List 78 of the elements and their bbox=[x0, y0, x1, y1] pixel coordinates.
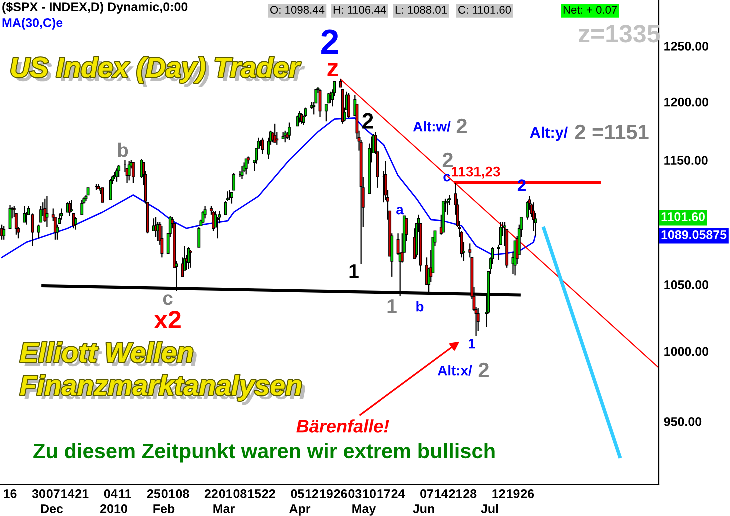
annotation: z bbox=[328, 63, 338, 76]
x-tick-label: 17 bbox=[378, 490, 390, 498]
x-tick-label: 05 bbox=[291, 489, 304, 498]
x-tick-label: 26 bbox=[334, 489, 348, 498]
annotation: c bbox=[163, 294, 173, 306]
x-tick-label: 01 bbox=[162, 489, 175, 498]
y-tick-label: 1150.00 bbox=[664, 156, 708, 165]
x-tick-label: 04 bbox=[104, 489, 118, 498]
y-tick-label: 1050.00 bbox=[664, 280, 709, 290]
annotation: L: 1088.01 bbox=[396, 6, 447, 14]
annotation: Alt:x/ bbox=[438, 366, 472, 376]
annotation: x2 bbox=[154, 311, 181, 328]
x-tick-label: 12 bbox=[492, 489, 506, 498]
text: 1101.60 bbox=[662, 212, 705, 222]
annotation: Finanzmarktanalysen bbox=[20, 375, 306, 406]
x-tick-label: 16 bbox=[4, 489, 17, 498]
x-tick-label: 28 bbox=[464, 489, 477, 498]
annotation: Zu diesem Zeitpunkt waren wir extrem bullisch bbox=[34, 443, 495, 463]
annotation: a bbox=[396, 207, 404, 215]
x-tick-label: 10 bbox=[363, 489, 376, 498]
x-tick-label: 08 bbox=[234, 489, 247, 498]
annotation: Elliott Wellen bbox=[20, 342, 197, 367]
annotation: 2 bbox=[322, 30, 338, 54]
annotation: 2 bbox=[442, 152, 453, 168]
x-tick-label: 03 bbox=[348, 489, 362, 498]
annotation: 2 bbox=[478, 362, 489, 378]
annotation: b bbox=[118, 142, 128, 158]
x-tick-label: 22 bbox=[204, 489, 218, 498]
annotation: C: 1101.60 bbox=[458, 6, 512, 14]
annotation: 1 bbox=[350, 264, 359, 278]
text: Mar bbox=[214, 504, 235, 514]
x-tick-label: 15 bbox=[248, 490, 262, 498]
annotation: Bärenfalle! bbox=[296, 420, 390, 433]
annotation: c bbox=[444, 174, 450, 182]
y-tick-label: 1000.00 bbox=[664, 347, 709, 356]
x-tick-label: 30 bbox=[32, 489, 46, 498]
text: Dec bbox=[41, 504, 64, 514]
x-tick-label: 11 bbox=[119, 490, 132, 498]
x-tick-label: 21 bbox=[76, 489, 89, 498]
text: Jun bbox=[413, 504, 434, 514]
text: Feb bbox=[154, 504, 175, 514]
text: MA(30,C)e bbox=[2, 18, 63, 30]
chart-title: ($SPX - INDEX,D) Dynamic,0:00 bbox=[2, 2, 188, 14]
x-tick-label: 21 bbox=[449, 489, 462, 498]
y-tick-label: 1250.00 bbox=[664, 42, 709, 51]
y-tick-label: 950.00 bbox=[664, 417, 702, 426]
annotation: 1 bbox=[469, 339, 476, 349]
y-tick-label: 1200.00 bbox=[664, 98, 709, 107]
annotation: Net: + 0.07 bbox=[564, 6, 618, 14]
x-tick-label: 07 bbox=[420, 489, 434, 498]
annotation: b bbox=[416, 302, 424, 312]
x-tick-label: 08 bbox=[176, 489, 190, 498]
x-tick-label: 19 bbox=[320, 489, 333, 498]
annotation: 2 bbox=[362, 113, 374, 129]
annotation: 2 bbox=[456, 118, 467, 134]
x-tick-label: 14 bbox=[62, 490, 75, 498]
text: Apr bbox=[290, 504, 311, 516]
text: Jul bbox=[481, 504, 498, 514]
annotation: 1 bbox=[388, 300, 397, 314]
x-tick-label: 01 bbox=[219, 489, 232, 498]
text: 1089.05875 bbox=[662, 230, 727, 240]
text: 2010 bbox=[100, 504, 128, 514]
annotation: Alt:y/ bbox=[530, 126, 568, 142]
annotation: 2 =1151 bbox=[575, 124, 649, 140]
x-tick-label: 25 bbox=[147, 489, 161, 498]
annotation: 1131,23 bbox=[452, 166, 500, 179]
x-tick-label: 07 bbox=[46, 489, 60, 498]
x-tick-label: 22 bbox=[262, 489, 276, 498]
x-tick-label: 24 bbox=[392, 489, 406, 498]
annotation: O: 1098.44 bbox=[270, 6, 325, 14]
x-tick-label: 12 bbox=[306, 489, 318, 498]
x-tick-label: 14 bbox=[435, 490, 448, 498]
annotation: H: 1106.44 bbox=[334, 6, 386, 14]
x-tick-label: 26 bbox=[521, 489, 534, 498]
x-tick-label: 19 bbox=[507, 489, 520, 498]
annotation: US Index (Day) Trader bbox=[12, 57, 306, 88]
annotation: Alt:w/ bbox=[413, 122, 451, 132]
text: May bbox=[352, 504, 376, 516]
